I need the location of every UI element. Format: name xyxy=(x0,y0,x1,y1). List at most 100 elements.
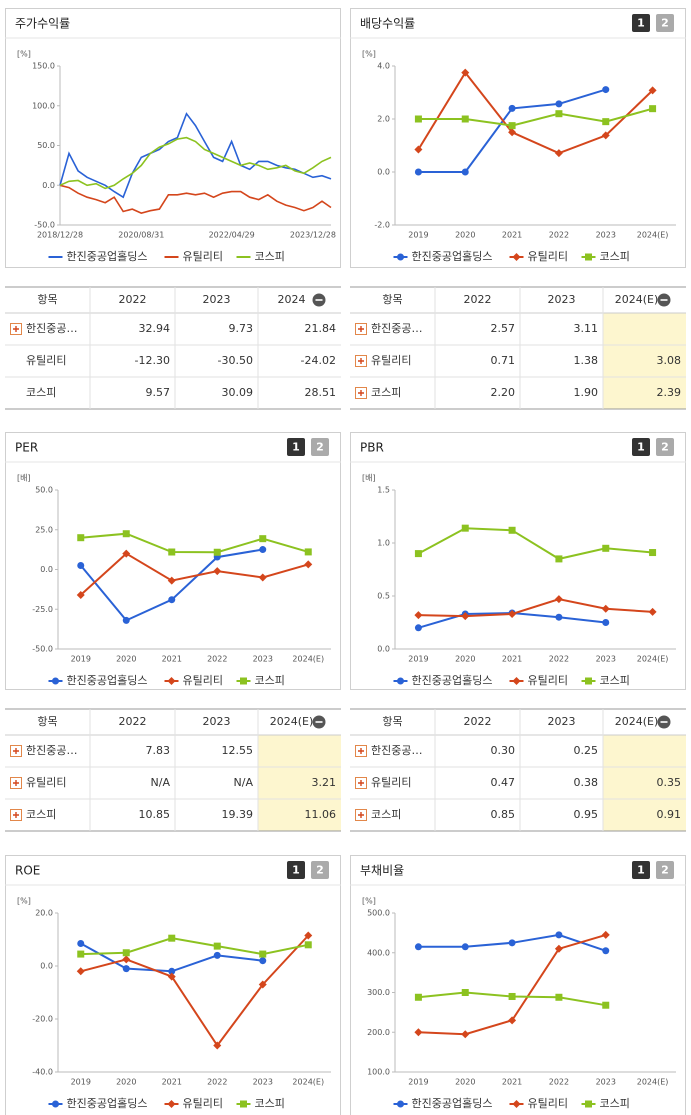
expand-icon-plus xyxy=(358,812,364,818)
point xyxy=(77,950,85,958)
cell-value: 2.39 xyxy=(657,386,682,399)
x-tick-label: 2021 xyxy=(502,1078,522,1087)
chart-title: 부채비율 xyxy=(360,864,404,878)
point xyxy=(508,610,517,619)
column-header: 2022 xyxy=(119,293,147,306)
toggle-button[interactable] xyxy=(656,861,674,879)
series-line xyxy=(418,107,653,127)
point xyxy=(258,980,267,989)
y-tick-label: 1.0 xyxy=(377,539,390,548)
chart-panel xyxy=(350,855,686,1115)
point xyxy=(414,624,422,632)
toggle-label: 2 xyxy=(661,864,669,877)
point xyxy=(601,930,610,939)
x-tick-label: 2019 xyxy=(408,1078,428,1087)
y-tick-label: -40.0 xyxy=(32,1068,53,1077)
point xyxy=(461,68,470,77)
legend-label: 유틸리티 xyxy=(528,674,568,687)
series-line xyxy=(418,598,653,618)
point xyxy=(304,931,313,940)
legend-label: 한진중공업홀딩스 xyxy=(67,250,148,263)
legend-label: 코스피 xyxy=(600,250,630,263)
chart-panel xyxy=(350,8,686,268)
legend-marker xyxy=(585,677,592,685)
point xyxy=(414,145,423,154)
row-label: 코스피 xyxy=(26,386,56,399)
x-tick-label: 2024(E) xyxy=(292,655,324,664)
series-line xyxy=(417,527,653,560)
toggle-button[interactable] xyxy=(311,438,329,456)
legend-label: 한진중공업홀딩스 xyxy=(67,674,148,687)
point xyxy=(508,104,516,112)
y-tick-label: -20.0 xyxy=(32,1015,53,1024)
point xyxy=(414,168,422,176)
y-tick-label: 50.0 xyxy=(35,486,53,495)
column-header: 2024(E) xyxy=(615,293,659,306)
y-unit: [%] xyxy=(17,50,31,59)
point xyxy=(168,548,176,556)
point xyxy=(414,550,422,558)
y-tick-label: 0.0 xyxy=(40,565,53,574)
expand-icon-plus xyxy=(13,748,19,754)
x-tick-label: 2019 xyxy=(71,1078,91,1087)
cell-value: 2.20 xyxy=(491,386,516,399)
cell-value: -30.50 xyxy=(218,354,253,367)
point xyxy=(461,524,469,532)
chart-title: PER xyxy=(15,441,38,455)
point xyxy=(601,131,610,140)
point xyxy=(508,1016,517,1025)
x-tick-label: 2024(E) xyxy=(637,231,669,240)
point xyxy=(414,1028,423,1037)
x-tick-label: 2022/04/29 xyxy=(209,231,255,240)
toggle-button[interactable] xyxy=(632,14,650,32)
y-tick-label: 500.0 xyxy=(367,909,390,918)
chart-panel xyxy=(5,855,341,1115)
point xyxy=(555,931,563,939)
cell-value: 30.09 xyxy=(222,386,254,399)
legend-label: 유틸리티 xyxy=(183,1097,223,1110)
point xyxy=(76,590,85,599)
x-tick-label: 2023 xyxy=(253,655,273,664)
point xyxy=(555,555,563,563)
y-tick-label: -2.0 xyxy=(374,221,390,230)
y-unit: [배] xyxy=(362,474,376,483)
toggle-label: 2 xyxy=(661,441,669,454)
point xyxy=(461,989,469,996)
x-tick-label: 2020 xyxy=(455,655,475,664)
column-header: 2024(E) xyxy=(615,715,659,728)
toggle-button[interactable] xyxy=(656,14,674,32)
column-header: 2023 xyxy=(548,715,576,728)
cell-value: 12.55 xyxy=(222,744,254,757)
point xyxy=(213,951,221,959)
toggle-button[interactable] xyxy=(311,861,329,879)
point xyxy=(122,616,130,624)
toggle-button[interactable] xyxy=(287,438,305,456)
cell-value: 0.85 xyxy=(491,808,516,821)
x-tick-label: 2021 xyxy=(162,655,182,664)
row-label: 한진중공… xyxy=(371,322,422,335)
legend-marker xyxy=(512,677,521,685)
cell-value: 19.39 xyxy=(222,808,254,821)
legend-marker xyxy=(240,1100,247,1108)
column-header: 2024(E) xyxy=(270,715,314,728)
series-line xyxy=(80,532,309,554)
y-tick-label: 200.0 xyxy=(367,1028,390,1037)
toggle-button[interactable] xyxy=(287,861,305,879)
x-tick-label: 2022 xyxy=(207,655,227,664)
legend-marker xyxy=(585,1100,592,1108)
cell-value: 32.94 xyxy=(139,322,171,335)
point xyxy=(649,549,657,557)
toggle-button[interactable] xyxy=(632,438,650,456)
legend-marker xyxy=(512,1100,521,1108)
toggle-button[interactable] xyxy=(632,861,650,879)
y-tick-label: 0.0 xyxy=(42,181,55,190)
point xyxy=(461,1030,470,1039)
point xyxy=(508,939,516,947)
series-line xyxy=(59,136,332,190)
point xyxy=(213,1041,222,1050)
toggle-button[interactable] xyxy=(656,438,674,456)
column-header: 2022 xyxy=(464,715,492,728)
cell-value: -24.02 xyxy=(301,354,336,367)
point xyxy=(77,534,85,542)
